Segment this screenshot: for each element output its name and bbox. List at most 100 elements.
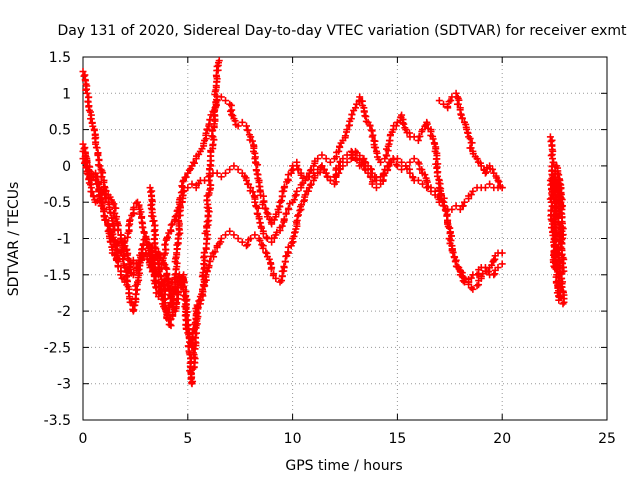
data-point-interp: [307, 180, 315, 188]
data-point-interp: [467, 274, 475, 282]
data-point-interp: [185, 166, 193, 174]
data-point-interp: [467, 191, 475, 199]
data-point: [194, 303, 202, 311]
data-point: [440, 100, 448, 108]
data-point: [498, 184, 506, 192]
data-point: [419, 180, 427, 188]
data-point-interp: [112, 204, 120, 212]
data-point-interp: [189, 158, 197, 166]
data-point-interp: [131, 301, 139, 309]
data-point: [469, 285, 477, 293]
data-point: [276, 198, 284, 206]
data-point-interp: [458, 115, 466, 123]
data-point-interp: [102, 216, 110, 224]
data-point-interp: [459, 202, 467, 210]
data-point: [414, 176, 422, 184]
data-point-interp: [455, 264, 463, 272]
data-point-interp: [180, 283, 188, 291]
data-point-interp: [256, 237, 264, 245]
data-point: [92, 140, 100, 148]
data-point: [222, 97, 230, 105]
data-point-interp: [114, 263, 122, 271]
data-point-interp: [256, 219, 264, 227]
data-point-interp: [444, 103, 452, 111]
data-point: [326, 158, 334, 166]
x-tick-label: 0: [79, 431, 88, 447]
data-point: [226, 166, 234, 174]
data-point-interp: [114, 226, 122, 234]
data-point: [385, 158, 393, 166]
data-point-interp: [547, 137, 555, 145]
data-point: [83, 158, 91, 166]
data-point: [301, 176, 309, 184]
data-point-interp: [142, 236, 150, 244]
data-point-interp: [165, 278, 173, 286]
data-point: [343, 151, 351, 159]
x-axis-label: GPS time / hours: [285, 458, 402, 474]
y-tick-label: -1: [57, 232, 71, 248]
data-point: [486, 180, 494, 188]
data-point: [96, 191, 104, 199]
data-point-interp: [278, 222, 286, 230]
data-point-interp: [244, 126, 252, 134]
data-point: [230, 162, 238, 170]
data-point-interp: [182, 173, 190, 181]
data-point: [351, 104, 359, 112]
data-point-interp: [161, 240, 169, 248]
data-point-interp: [433, 155, 441, 163]
data-point: [215, 57, 223, 65]
data-point-interp: [290, 196, 298, 204]
y-tick-label: 1: [62, 86, 71, 102]
data-point-interp: [267, 265, 275, 273]
data-point: [163, 271, 171, 279]
data-point: [494, 264, 502, 272]
data-point: [393, 155, 401, 163]
data-point-interp: [164, 282, 172, 290]
y-tick-label: -3: [57, 377, 71, 393]
data-point: [398, 158, 406, 166]
data-point-interp: [117, 248, 125, 256]
data-point: [234, 122, 242, 130]
data-point-interp: [228, 111, 236, 119]
data-point-interp: [262, 205, 270, 213]
data-point: [368, 169, 376, 177]
data-point: [247, 235, 255, 242]
data-point-interp: [429, 135, 437, 143]
x-tick-label: 20: [493, 431, 511, 447]
plot-frame: [82, 56, 608, 421]
y-tick-label: 1.5: [49, 50, 71, 66]
data-point-interp: [199, 269, 207, 277]
x-tick-label: 25: [598, 431, 616, 447]
data-point-interp: [306, 181, 314, 189]
data-point: [209, 133, 217, 141]
data-point-interp: [211, 248, 219, 256]
data-point-interp: [384, 162, 392, 170]
data-point-interp: [371, 137, 379, 145]
data-point-interp: [200, 249, 208, 257]
data-point-interp: [293, 162, 301, 170]
data-point: [435, 97, 443, 105]
data-point: [322, 169, 330, 177]
data-point-interp: [281, 183, 289, 191]
data-point-interp: [187, 369, 195, 377]
data-point-interp: [259, 230, 267, 238]
y-tick-label: -0.5: [44, 195, 71, 211]
data-point-interp: [452, 258, 460, 266]
data-point-interp: [380, 169, 388, 177]
data-point-interp: [285, 204, 293, 212]
data-point: [460, 198, 468, 206]
data-point-interp: [156, 287, 164, 295]
data-point-interp: [244, 241, 252, 249]
grid-lines: [83, 57, 607, 420]
data-point: [222, 231, 230, 239]
data-point-interp: [80, 72, 88, 80]
data-point: [222, 169, 230, 177]
data-point-interp: [165, 287, 173, 295]
data-point: [477, 162, 485, 170]
data-point-interp: [372, 144, 380, 152]
data-point: [226, 227, 234, 235]
data-point: [406, 158, 414, 166]
data-point-interp: [423, 178, 431, 186]
data-point: [251, 198, 259, 206]
data-point-interp: [265, 255, 273, 263]
